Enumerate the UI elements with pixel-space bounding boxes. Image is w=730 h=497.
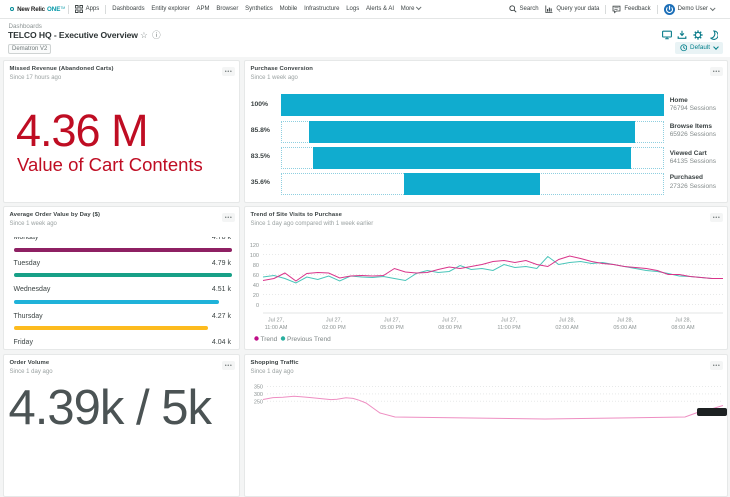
svg-text:Previous Trend: Previous Trend (287, 336, 331, 343)
svg-text:40: 40 (253, 283, 259, 289)
svg-text:Jul 27,: Jul 27, (326, 318, 343, 324)
svg-text:05:00 PM: 05:00 PM (380, 325, 404, 331)
svg-text:Jul 27,: Jul 27, (501, 318, 518, 324)
svg-text:80: 80 (253, 263, 259, 269)
svg-text:Jul 28,: Jul 28, (559, 318, 576, 324)
svg-text:300: 300 (254, 392, 263, 398)
svg-text:11:00 PM: 11:00 PM (497, 325, 521, 331)
svg-text:Trend: Trend (261, 336, 278, 343)
svg-text:Jul 28,: Jul 28, (675, 318, 692, 324)
svg-text:20: 20 (253, 293, 259, 299)
svg-text:Jul 27,: Jul 27, (384, 318, 401, 324)
svg-text:02:00 PM: 02:00 PM (322, 325, 346, 331)
svg-text:120: 120 (250, 243, 259, 249)
svg-text:05:00 AM: 05:00 AM (613, 325, 637, 331)
svg-text:Jul 28,: Jul 28, (617, 318, 634, 324)
svg-text:08:00 AM: 08:00 AM (671, 325, 695, 331)
svg-text:60: 60 (253, 273, 259, 279)
svg-text:11:00 AM: 11:00 AM (265, 325, 288, 331)
svg-text:100: 100 (250, 253, 259, 259)
svg-text:350: 350 (254, 385, 263, 391)
svg-text:Jul 27,: Jul 27, (442, 318, 459, 324)
svg-text:Jul 27,: Jul 27, (268, 318, 285, 324)
svg-text:250: 250 (254, 399, 263, 405)
svg-text:08:00 PM: 08:00 PM (438, 325, 462, 331)
svg-text:02:00 AM: 02:00 AM (555, 325, 579, 331)
svg-text:0: 0 (256, 303, 259, 309)
